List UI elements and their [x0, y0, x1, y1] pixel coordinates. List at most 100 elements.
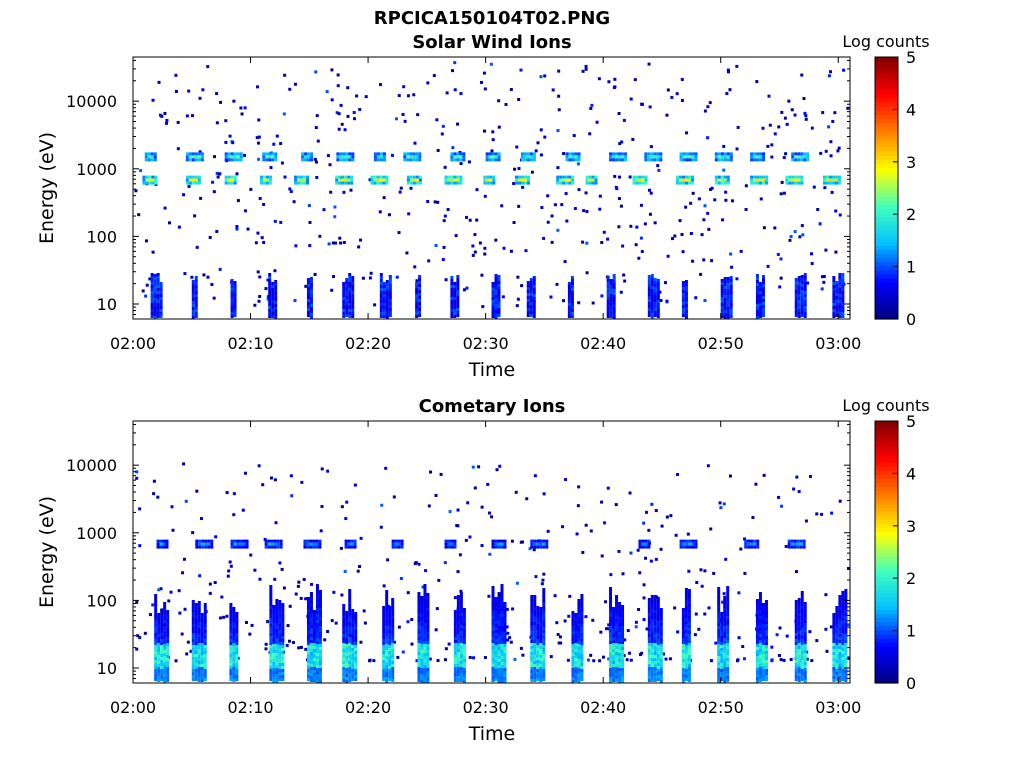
heatmap-cell	[642, 596, 646, 600]
colorbar-segment	[875, 110, 898, 115]
heatmap-cell	[490, 515, 494, 519]
heatmap-cell	[391, 640, 395, 643]
heatmap-cell	[720, 663, 724, 666]
heatmap-cell	[312, 670, 316, 673]
heatmap-cell	[191, 618, 195, 621]
colorbar-segment	[875, 282, 898, 287]
heatmap-cell	[382, 675, 386, 678]
heatmap-cell	[529, 311, 533, 314]
heatmap-cell	[536, 672, 540, 675]
heatmap-cell	[684, 280, 688, 283]
heatmap-cell	[656, 597, 660, 600]
heatmap-cell	[406, 175, 410, 179]
heatmap-cell	[268, 312, 272, 315]
heatmap-cell	[418, 284, 422, 287]
heatmap-cell	[591, 181, 595, 185]
heatmap-cell	[385, 635, 389, 638]
heatmap-cell	[580, 606, 584, 609]
heatmap-cell	[423, 650, 427, 653]
heatmap-cell	[503, 614, 507, 617]
heatmap-cell	[831, 119, 835, 123]
heatmap-cell	[491, 619, 495, 622]
heatmap-cell	[500, 593, 504, 596]
heatmap-cell	[726, 655, 730, 658]
heatmap-cell	[804, 519, 808, 523]
heatmap-cell	[417, 616, 421, 619]
heatmap-cell	[139, 169, 143, 173]
heatmap-cell	[188, 175, 192, 179]
heatmap-cell	[301, 152, 305, 156]
heatmap-cell	[203, 639, 207, 642]
heatmap-cell	[278, 666, 282, 669]
heatmap-cell	[220, 595, 224, 599]
heatmap-cell	[803, 626, 807, 629]
heatmap-cell	[539, 613, 543, 616]
heatmap-cell	[494, 286, 498, 289]
heatmap-cell	[720, 175, 724, 179]
heatmap-cell	[838, 622, 842, 625]
heatmap-cell	[415, 279, 419, 283]
heatmap-cell	[348, 297, 352, 300]
heatmap-cell	[650, 649, 654, 652]
colorbar-segment	[875, 155, 898, 160]
heatmap-cell	[526, 152, 530, 156]
heatmap-cell	[342, 158, 346, 162]
heatmap-cell	[456, 622, 460, 625]
heatmap-cell	[650, 502, 654, 506]
heatmap-cell	[803, 632, 807, 635]
heatmap-cell	[272, 608, 276, 611]
heatmap-cell	[456, 646, 460, 649]
heatmap-cell	[144, 239, 148, 243]
heatmap-cell	[273, 545, 277, 549]
heatmap-cell	[274, 298, 278, 301]
heatmap-cell	[794, 305, 798, 308]
heatmap-cell	[755, 626, 759, 629]
heatmap-cell	[494, 660, 498, 663]
heatmap-cell	[580, 615, 584, 618]
heatmap-cell	[629, 551, 633, 555]
heatmap-cell	[500, 659, 504, 662]
heatmap-cell	[844, 631, 848, 634]
heatmap-cell	[459, 619, 463, 622]
heatmap-cell	[687, 595, 691, 598]
heatmap-cell	[635, 175, 639, 179]
heatmap-cell	[229, 636, 233, 639]
heatmap-cell	[609, 656, 613, 659]
heatmap-cell	[229, 657, 233, 660]
heatmap-cell	[426, 620, 430, 623]
heatmap-cell	[588, 178, 592, 182]
heatmap-cell	[453, 652, 457, 655]
heatmap-cell	[388, 645, 392, 648]
heatmap-cell	[794, 609, 798, 612]
heatmap-cell	[236, 155, 240, 159]
heatmap-cell	[423, 629, 427, 632]
heatmap-cell	[153, 316, 157, 319]
heatmap-cell	[800, 296, 804, 299]
heatmap-cell	[497, 629, 501, 632]
heatmap-cell	[717, 659, 721, 662]
heatmap-cell	[268, 285, 272, 288]
heatmap-cell	[684, 633, 688, 636]
heatmap-cell	[800, 155, 804, 159]
heatmap-cell	[191, 672, 195, 675]
heatmap-cell	[800, 639, 804, 642]
heatmap-cell	[685, 155, 689, 159]
heatmap-cell	[650, 298, 654, 301]
heatmap-cell	[618, 668, 622, 671]
heatmap-cell	[714, 178, 718, 182]
heatmap-cell	[794, 155, 798, 159]
heatmap-cell	[388, 642, 392, 645]
heatmap-cell	[684, 612, 688, 615]
heatmap-cell	[656, 309, 660, 312]
heatmap-cell	[494, 666, 498, 669]
heatmap-cell	[500, 635, 504, 638]
heatmap-cell	[206, 275, 210, 279]
heatmap-cell	[426, 680, 430, 683]
heatmap-cell	[841, 642, 845, 645]
heatmap-cell	[726, 661, 730, 664]
heatmap-cell	[351, 612, 355, 615]
heatmap-cell	[530, 658, 534, 661]
heatmap-cell	[656, 288, 660, 291]
heatmap-cell	[654, 557, 658, 561]
heatmap-cell	[151, 178, 155, 182]
